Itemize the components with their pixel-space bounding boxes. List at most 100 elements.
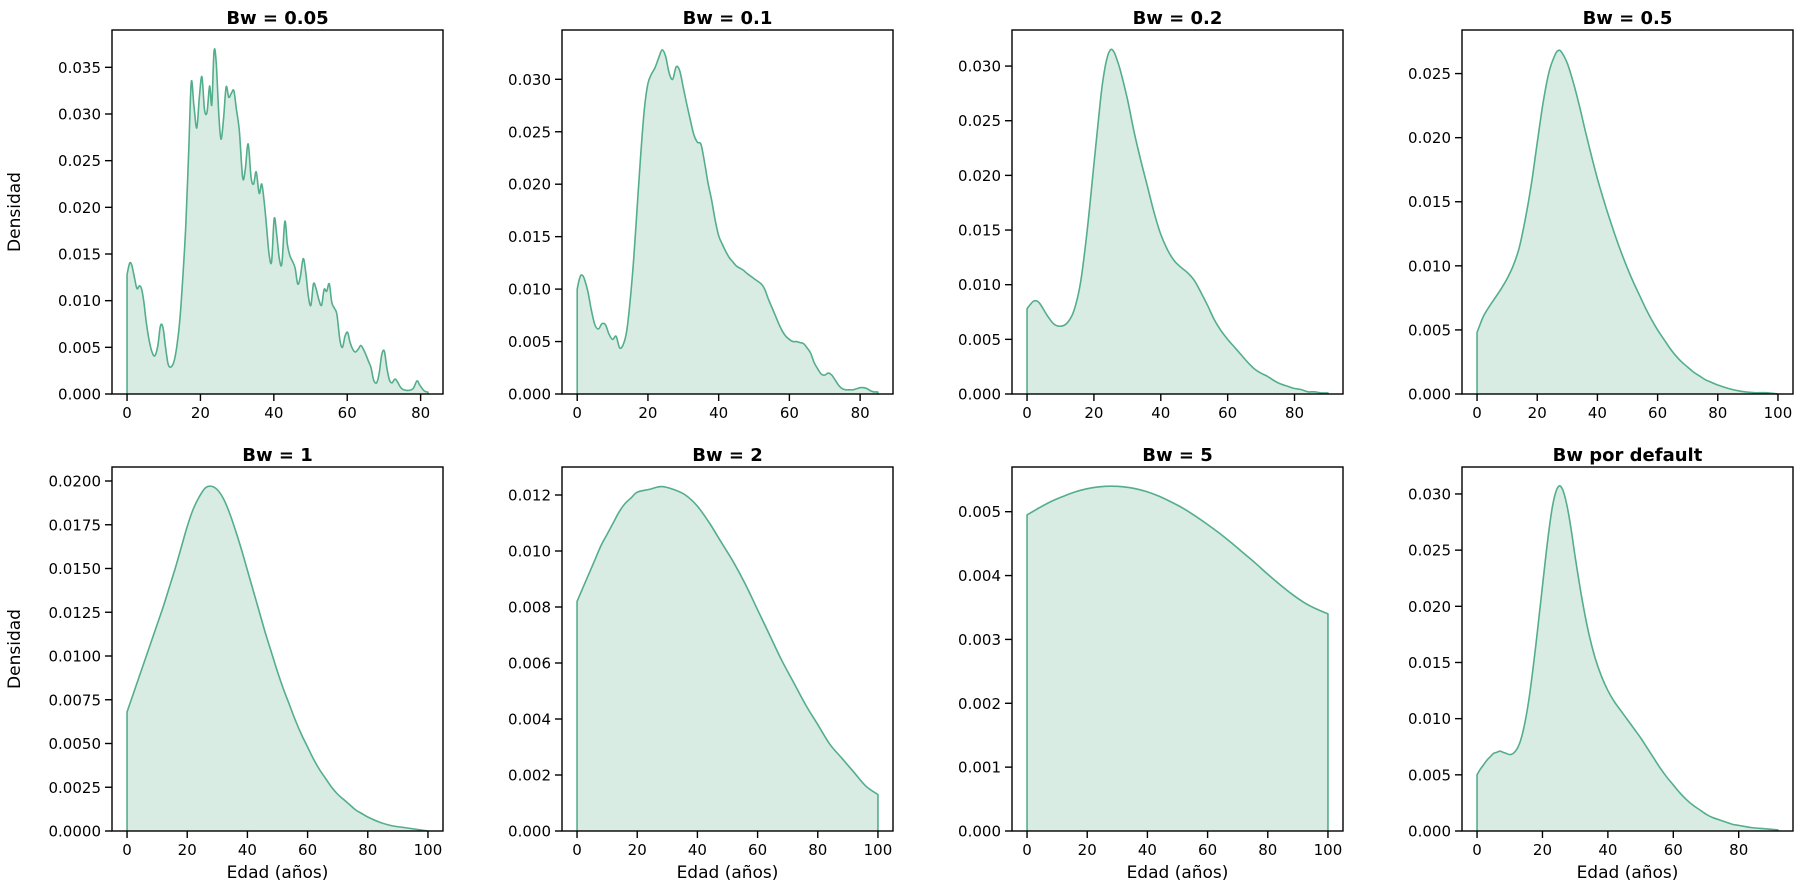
y-tick-label: 0.001 xyxy=(958,759,1001,777)
x-axis-label: Edad (años) xyxy=(1127,863,1229,883)
y-tick-label: 0.020 xyxy=(1408,129,1451,147)
x-tick-label: 40 xyxy=(238,841,257,859)
subplot-bw-0-5: 0.000 0.005 0.010 0.015 0.020 0.025 0 20 40 60 80 1… xyxy=(1408,8,1794,422)
y-tick-label: 0.035 xyxy=(58,59,101,77)
y-tick-label: 0.000 xyxy=(58,386,101,404)
subplot-title: Bw = 5 xyxy=(1142,445,1213,466)
axes-box xyxy=(561,29,894,395)
x-axis-label: Edad (años) xyxy=(227,863,329,883)
x-tick-label: 60 xyxy=(780,404,799,422)
x-tick-label: 60 xyxy=(748,841,767,859)
density-area xyxy=(1477,485,1778,831)
x-tick-label: 60 xyxy=(1198,841,1217,859)
y-tick-label: 0.015 xyxy=(58,246,101,264)
subplot-bw-1: 0.0000 0.0025 0.0050 0.0075 0.0100 0.0125 0.01… xyxy=(5,445,444,883)
y-tick-label: 0.025 xyxy=(958,112,1001,130)
y-tick-label: 0.025 xyxy=(508,123,551,141)
x-tick-label: 0 xyxy=(122,404,132,422)
density-area xyxy=(577,486,878,831)
x-tick-label: 60 xyxy=(1648,404,1667,422)
y-tick-label: 0.010 xyxy=(508,281,551,299)
density-curve xyxy=(126,485,429,832)
x-tick-label: 0 xyxy=(572,404,582,422)
density-area xyxy=(127,48,428,395)
x-tick-label: 60 xyxy=(298,841,317,859)
y-tick-label: 0.005 xyxy=(958,503,1001,521)
y-tick-label: 0.0025 xyxy=(49,779,102,797)
y-tick-label: 0.004 xyxy=(508,711,551,729)
y-tick-label: 0.030 xyxy=(508,71,551,89)
y-tick-label: 0.005 xyxy=(1408,766,1451,784)
y-tick-label: 0.004 xyxy=(958,567,1001,585)
y-tick-label: 0.006 xyxy=(508,655,551,673)
x-tick-label: 0 xyxy=(572,841,582,859)
density-curve xyxy=(576,485,879,831)
x-tick-label: 80 xyxy=(1258,841,1277,859)
y-tick-label: 0.000 xyxy=(508,823,551,841)
x-tick-label: 80 xyxy=(358,841,377,859)
y-tick-label: 0.010 xyxy=(1408,710,1451,728)
x-tick-label: 80 xyxy=(808,841,827,859)
density-curve xyxy=(1476,485,1779,831)
y-tick-label: 0.000 xyxy=(958,386,1001,404)
y-tick-label: 0.000 xyxy=(508,386,551,404)
x-tick-label: 0 xyxy=(122,841,132,859)
x-tick-label: 40 xyxy=(1151,404,1170,422)
density-curve xyxy=(1476,49,1779,395)
y-axis-label: Densidad xyxy=(5,172,25,252)
y-tick-label: 0.005 xyxy=(958,331,1001,349)
x-tick-label: 100 xyxy=(1314,841,1343,859)
y-tick-label: 0.003 xyxy=(958,631,1001,649)
y-tick-label: 0.010 xyxy=(58,292,101,310)
x-tick-label: 80 xyxy=(851,404,870,422)
x-tick-label: 40 xyxy=(709,404,728,422)
x-axis-label: Edad (años) xyxy=(1577,863,1679,883)
x-tick-label: 40 xyxy=(264,404,283,422)
y-tick-label: 0.025 xyxy=(1408,542,1451,560)
y-tick-label: 0.0000 xyxy=(49,823,102,841)
y-tick-label: 0.015 xyxy=(508,228,551,246)
y-tick-label: 0.005 xyxy=(508,333,551,351)
axes-box xyxy=(111,29,444,395)
y-tick-label: 0.0175 xyxy=(49,516,102,534)
x-tick-label: 20 xyxy=(638,404,657,422)
y-tick-label: 0.000 xyxy=(1408,386,1451,404)
y-tick-label: 0.030 xyxy=(958,58,1001,76)
x-tick-label: 40 xyxy=(688,841,707,859)
y-tick-label: 0.020 xyxy=(958,167,1001,185)
x-tick-label: 80 xyxy=(1729,841,1748,859)
x-tick-label: 40 xyxy=(1598,841,1617,859)
y-tick-label: 0.015 xyxy=(1408,193,1451,211)
x-tick-label: 100 xyxy=(1764,404,1793,422)
x-tick-label: 0 xyxy=(1022,841,1032,859)
subplot-title: Bw = 2 xyxy=(692,445,763,466)
y-tick-label: 0.010 xyxy=(508,543,551,561)
density-area xyxy=(1027,486,1328,831)
y-tick-label: 0.020 xyxy=(508,176,551,194)
x-tick-label: 80 xyxy=(1708,404,1727,422)
x-tick-label: 60 xyxy=(1218,404,1237,422)
y-tick-label: 0.012 xyxy=(508,487,551,505)
axes-box xyxy=(1461,466,1794,832)
density-curve xyxy=(1026,48,1329,394)
x-tick-label: 100 xyxy=(414,841,443,859)
subplot-title: Bw = 0.1 xyxy=(683,8,773,29)
density-area xyxy=(577,49,878,395)
subplot-title: Bw = 0.05 xyxy=(226,8,328,29)
x-tick-label: 0 xyxy=(1472,841,1482,859)
y-tick-label: 0.005 xyxy=(1408,321,1451,339)
y-tick-label: 0.008 xyxy=(508,599,551,617)
y-tick-label: 0.002 xyxy=(508,767,551,785)
subplot-bw-2: 0.000 0.002 0.004 0.006 0.008 0.010 0.012 0 20 40… xyxy=(508,445,894,883)
x-tick-label: 60 xyxy=(1664,841,1683,859)
x-tick-label: 40 xyxy=(1588,404,1607,422)
axes-box xyxy=(1011,29,1344,395)
y-tick-label: 0.0100 xyxy=(49,648,102,666)
density-curve xyxy=(126,48,429,394)
subplot-bw-0-05: 0.000 0.005 0.010 0.015 0.020 0.025 0.030 0.035… xyxy=(5,8,444,422)
y-axis-label: Densidad xyxy=(5,609,25,689)
x-tick-label: 60 xyxy=(338,404,357,422)
y-tick-label: 0.0125 xyxy=(49,604,102,622)
x-tick-label: 20 xyxy=(1528,404,1547,422)
